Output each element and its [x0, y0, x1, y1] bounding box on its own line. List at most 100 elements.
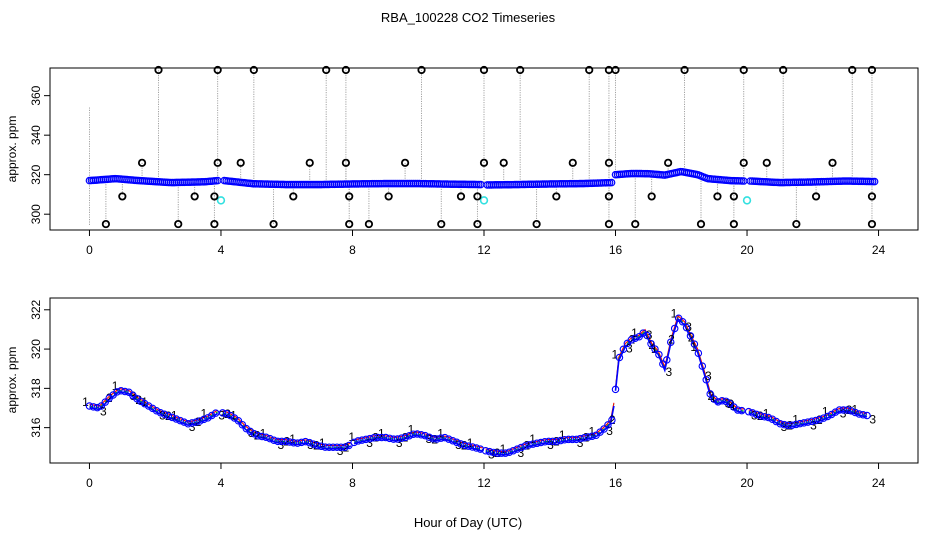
plot-frame	[49, 67, 919, 231]
outlier-point	[456, 192, 466, 201]
series-marker: 2	[165, 409, 172, 423]
data-point	[317, 442, 325, 451]
data-point	[792, 420, 800, 429]
data-point	[421, 431, 429, 440]
outlier-point	[647, 192, 656, 201]
data-point	[663, 356, 671, 364]
data-point	[389, 435, 398, 443]
data-point	[481, 446, 490, 455]
data-point	[433, 435, 441, 443]
outlier-point	[516, 65, 525, 75]
data-point	[863, 411, 871, 420]
outlier-point	[739, 158, 748, 167]
data-point	[397, 434, 406, 442]
series-marker: 1	[141, 395, 148, 409]
series-marker: 3	[518, 446, 525, 460]
series-marker: 1	[792, 413, 799, 427]
y-axis-label: approx. ppm	[5, 347, 19, 414]
data-point	[804, 418, 812, 426]
outlier-point	[532, 219, 541, 229]
data-point	[827, 410, 836, 419]
data-point	[706, 390, 714, 398]
data-point	[796, 419, 804, 428]
data-point	[545, 437, 553, 446]
outlier-point	[611, 65, 620, 75]
data-point	[381, 433, 390, 442]
data-point	[456, 440, 465, 448]
series-marker: 2	[708, 389, 715, 403]
series-marker: 1	[730, 399, 737, 413]
series-line	[614, 314, 744, 410]
series-marker: 1	[408, 422, 415, 436]
data-point	[678, 318, 687, 326]
outlier-point	[604, 158, 614, 167]
y-axis-label: approx. ppm	[5, 116, 19, 183]
outlier-point	[552, 192, 561, 201]
data-point	[464, 442, 473, 450]
data-point	[525, 441, 533, 449]
data-point	[97, 402, 106, 410]
data-point	[313, 441, 322, 450]
data-point	[85, 402, 94, 410]
series-line	[748, 410, 868, 428]
x-tick-label: 8	[349, 243, 356, 257]
outlier-point	[479, 65, 489, 75]
outlier-point	[118, 192, 127, 201]
outlier-point	[473, 219, 482, 229]
data-point	[200, 415, 208, 424]
data-point	[196, 417, 204, 425]
data-point	[493, 449, 502, 457]
data-point	[377, 433, 386, 442]
series-marker: 1	[529, 432, 536, 446]
x-tick-label: 4	[218, 243, 225, 257]
data-point	[698, 362, 707, 370]
data-point	[409, 430, 418, 438]
outlier-point	[713, 192, 722, 201]
data-point	[847, 407, 856, 415]
series-marker: 2	[816, 413, 823, 427]
outlier-point	[604, 219, 614, 229]
data-point	[136, 397, 145, 406]
series-marker: 1	[378, 426, 385, 440]
series-marker: 3	[577, 436, 584, 450]
data-point	[517, 443, 525, 452]
series-marker: 3	[425, 432, 432, 446]
outlier-point	[137, 158, 147, 167]
data-point	[607, 178, 616, 187]
outlier-point	[213, 65, 222, 75]
data-point	[218, 409, 227, 417]
data-point	[250, 429, 258, 438]
outlier-point	[585, 65, 594, 75]
series-marker: 2	[402, 430, 409, 444]
data-point	[670, 324, 679, 333]
data-point	[370, 434, 378, 442]
data-point	[835, 406, 844, 414]
x-tick-label: 24	[872, 243, 886, 257]
data-point	[690, 340, 699, 348]
series-marker: 3	[606, 424, 613, 438]
data-point	[449, 436, 457, 445]
data-point	[772, 417, 781, 426]
outlier-point	[417, 65, 426, 75]
data-point	[117, 386, 125, 395]
data-point	[374, 433, 382, 442]
data-point	[222, 409, 231, 418]
y-tick-label: 318	[29, 378, 43, 398]
data-point	[168, 413, 177, 422]
data-point	[808, 417, 816, 426]
data-point	[580, 434, 589, 442]
series-3-circles	[85, 314, 871, 457]
series-marker: 2	[846, 403, 853, 417]
series-marker: 2	[786, 419, 793, 433]
data-point	[855, 410, 863, 418]
outlier-point	[631, 219, 640, 229]
data-point	[188, 419, 196, 427]
x-tick-label: 24	[872, 476, 886, 490]
data-point	[604, 421, 612, 429]
data-point	[278, 437, 286, 446]
data-point	[764, 413, 773, 422]
data-point	[226, 411, 235, 420]
series-marker: 1	[82, 395, 89, 409]
